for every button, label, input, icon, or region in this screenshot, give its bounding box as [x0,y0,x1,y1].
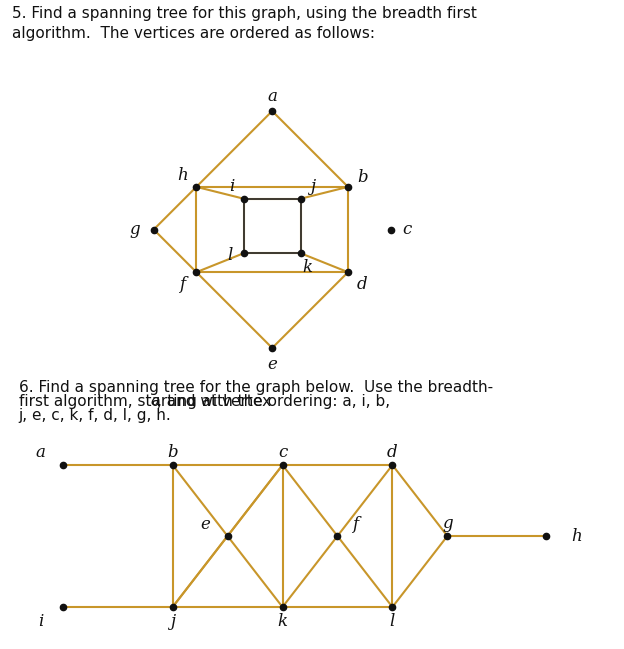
Text: c: c [402,221,412,238]
Text: b: b [357,169,368,186]
Text: i: i [38,613,44,630]
Text: 5. Find a spanning tree for this graph, using the breadth first
algorithm.  The : 5. Find a spanning tree for this graph, … [12,6,477,42]
Text: j: j [170,613,175,630]
Text: f: f [352,516,358,533]
Text: j: j [310,178,315,195]
Text: k: k [303,259,313,276]
Text: i: i [229,178,235,195]
Text: f: f [179,276,185,293]
Text: d: d [357,276,368,293]
Text: h: h [177,167,188,184]
Text: h: h [572,528,582,545]
Text: l: l [390,613,395,630]
Text: j, e, c, k, f, d, l, g, h.: j, e, c, k, f, d, l, g, h. [19,408,172,423]
Text: e: e [201,516,210,533]
Text: d: d [387,444,397,461]
Text: a: a [267,88,277,105]
Text: l: l [227,247,232,264]
Text: 6. Find a spanning tree for the graph below.  Use the breadth-: 6. Find a spanning tree for the graph be… [19,380,493,395]
Text: a: a [150,394,160,408]
Text: c: c [278,444,287,461]
Text: k: k [278,613,288,630]
Text: , and with the ordering: a, i, b,: , and with the ordering: a, i, b, [157,394,391,409]
Text: g: g [129,221,140,238]
Text: g: g [442,515,452,532]
Text: a: a [36,444,46,461]
Text: first algorithm, starting at vertex: first algorithm, starting at vertex [19,394,276,409]
Text: b: b [167,444,178,461]
Text: e: e [267,356,277,373]
